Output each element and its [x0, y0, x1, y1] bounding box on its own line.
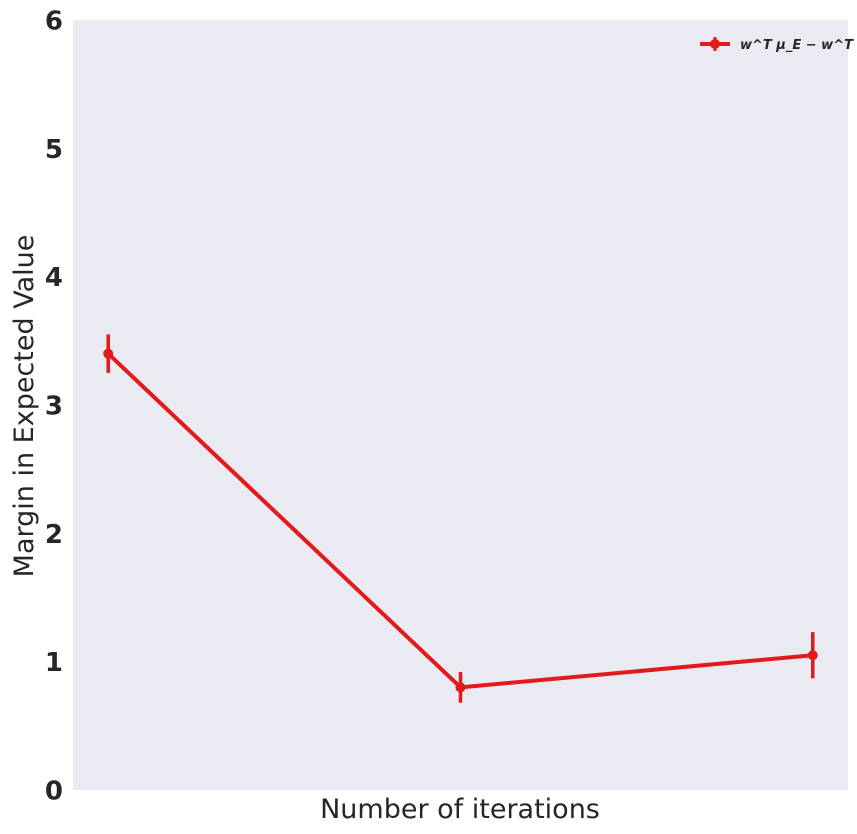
x-axis-label: Number of iterations [320, 794, 600, 825]
y-tick-label: 4 [45, 263, 63, 293]
y-axis-ticks: 0 1 2 3 4 5 6 [45, 7, 63, 807]
data-point [807, 650, 818, 661]
legend-marker [710, 39, 720, 49]
series-layer [103, 334, 818, 703]
data-point [455, 682, 466, 693]
data-point [103, 348, 114, 359]
y-tick-label: 2 [45, 520, 63, 550]
legend: w^T μ_E − w^T μ_π̃ [700, 37, 857, 53]
y-tick-label: 1 [45, 648, 63, 678]
y-tick-label: 5 [45, 135, 63, 165]
y-axis-label: Margin in Expected Value [9, 235, 40, 578]
y-tick-label: 3 [45, 392, 63, 422]
plot-area [73, 20, 848, 790]
legend-label: w^T μ_E − w^T μ_π̃ [740, 38, 857, 53]
y-tick-label: 6 [45, 7, 63, 37]
y-tick-label: 0 [45, 777, 63, 807]
